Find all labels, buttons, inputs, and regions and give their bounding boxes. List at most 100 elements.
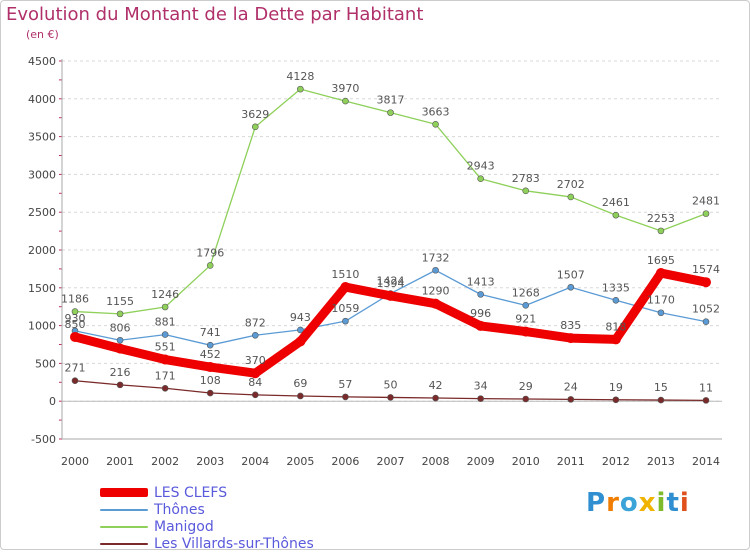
data-point	[702, 397, 710, 404]
data-point	[477, 175, 484, 183]
data-label: 1510	[331, 268, 359, 281]
data-point	[432, 120, 439, 128]
logo-letter: i	[656, 488, 667, 518]
y-tick-label: 4000	[28, 93, 56, 106]
data-point	[567, 283, 575, 291]
legend-label: LES CLEFS	[154, 484, 228, 501]
data-point	[657, 396, 665, 404]
data-point	[297, 326, 304, 334]
data-label: 1059	[331, 302, 359, 315]
logo-letter: x	[638, 488, 657, 518]
data-label: 57	[338, 378, 352, 391]
data-point	[567, 396, 575, 403]
x-tick-label: 2012	[602, 455, 630, 468]
data-label: 2253	[647, 212, 675, 225]
data-label: 1052	[692, 303, 720, 316]
x-tick-label: 2004	[241, 455, 269, 468]
data-label: 171	[155, 369, 176, 382]
data-point	[430, 298, 441, 309]
data-point	[161, 303, 169, 311]
legend-swatch	[100, 542, 148, 545]
data-point	[297, 392, 304, 400]
data-point	[71, 377, 79, 385]
data-label: 42	[429, 379, 443, 392]
data-point	[342, 393, 349, 401]
data-label: 1268	[512, 286, 540, 299]
data-point	[116, 381, 124, 389]
data-point	[702, 210, 710, 217]
logo-letter: t	[666, 488, 680, 518]
data-label: 50	[384, 378, 398, 391]
x-tick-label: 2000	[61, 455, 89, 468]
data-point	[477, 291, 484, 298]
legend-item: Manigod	[100, 518, 314, 535]
data-label: 84	[248, 376, 262, 389]
data-point	[702, 318, 710, 325]
data-label: 1413	[467, 275, 495, 288]
data-point	[655, 268, 666, 279]
data-point	[612, 296, 620, 304]
data-point	[206, 262, 214, 269]
data-label: 3817	[377, 94, 405, 107]
legend-label: Manigod	[154, 518, 214, 535]
data-label: 1186	[61, 293, 89, 306]
data-label: 1246	[151, 288, 179, 301]
y-tick-label: 1500	[28, 282, 56, 295]
data-label: 996	[470, 307, 491, 320]
data-label: 835	[560, 319, 581, 332]
data-label: 1732	[422, 251, 450, 264]
data-label: 2943	[467, 160, 495, 173]
data-point	[71, 308, 79, 315]
y-tick-label: 500	[35, 357, 56, 370]
data-label: 930	[65, 312, 86, 325]
data-point	[522, 395, 530, 403]
data-label: 4128	[286, 70, 314, 83]
legend-label: Les Villards-sur-Thônes	[154, 535, 314, 552]
data-point	[116, 310, 124, 318]
y-tick-label: 3000	[28, 168, 56, 181]
data-label: 921	[515, 313, 536, 326]
x-tick-label: 2014	[692, 455, 720, 468]
data-label: 2702	[557, 178, 585, 191]
logo-letter: i	[679, 488, 690, 518]
y-tick-label: -500	[31, 433, 56, 446]
data-point	[205, 362, 216, 373]
x-tick-label: 2008	[422, 455, 450, 468]
logo-letter: o	[619, 488, 639, 518]
data-point	[251, 391, 259, 399]
logo-letter: P	[586, 488, 607, 518]
data-point	[115, 343, 126, 354]
data-point	[565, 333, 576, 344]
chart-legend: LES CLEFS Thônes Manigod Les Villards-sur-T…	[100, 484, 314, 552]
data-label: 29	[519, 380, 533, 393]
data-point	[161, 331, 169, 338]
data-point	[432, 394, 439, 402]
data-point	[251, 331, 259, 339]
data-label: 24	[564, 380, 578, 393]
y-tick-label: 2500	[28, 206, 56, 219]
data-label: 1335	[602, 281, 630, 294]
data-point	[522, 302, 530, 309]
data-point	[567, 193, 575, 201]
data-point	[297, 85, 304, 93]
data-point	[70, 331, 80, 342]
data-label: 943	[290, 311, 311, 324]
legend-item: Thônes	[100, 501, 314, 518]
data-label: 1170	[647, 294, 675, 307]
x-tick-label: 2005	[286, 455, 314, 468]
data-point	[250, 368, 261, 379]
x-tick-label: 2001	[106, 455, 134, 468]
legend-label: Thônes	[154, 501, 205, 518]
data-label: 11	[699, 381, 713, 394]
data-label: 2481	[692, 195, 720, 208]
data-label: 370	[245, 354, 266, 367]
chart-unit-label: (en €)	[26, 28, 59, 41]
data-point	[161, 384, 169, 392]
data-point	[520, 326, 531, 337]
data-label: 3629	[241, 108, 269, 121]
data-point	[477, 395, 484, 402]
data-label: 1424	[377, 275, 405, 288]
data-point	[342, 317, 349, 325]
data-point	[657, 309, 665, 317]
data-point	[206, 341, 214, 349]
